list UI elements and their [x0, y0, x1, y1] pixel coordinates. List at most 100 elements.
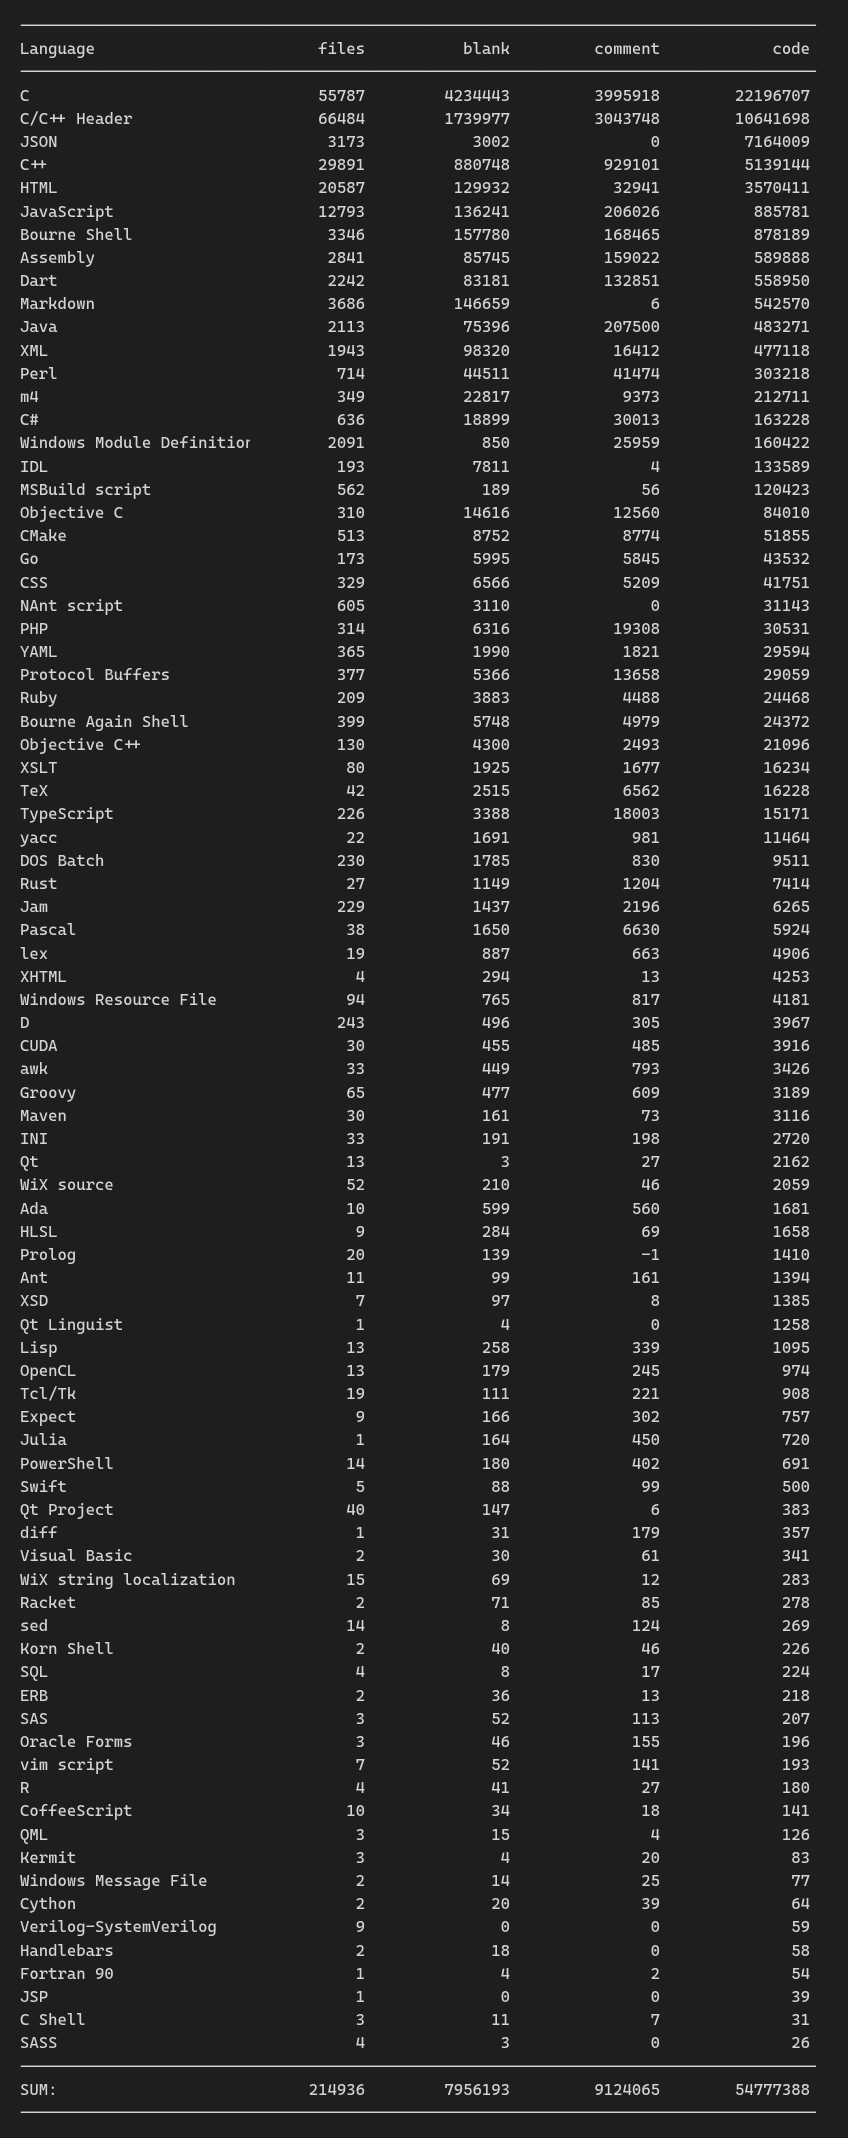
cell-comment: 73	[510, 1104, 660, 1127]
cell-blank: 75396	[365, 315, 510, 338]
cell-files: 29891	[250, 153, 365, 176]
table-row: Windows Resource File947658174181	[20, 988, 828, 1011]
cell-blank: 83181	[365, 269, 510, 292]
cell-code: 11464	[660, 826, 810, 849]
cell-blank: 8	[365, 1660, 510, 1683]
cell-blank: 1990	[365, 640, 510, 663]
cell-files: 30	[250, 1034, 365, 1057]
cell-language: INI	[20, 1127, 250, 1150]
sum-code: 54777388	[660, 2078, 810, 2101]
cell-language: lex	[20, 942, 250, 965]
cell-code: 4181	[660, 988, 810, 1011]
cell-files: 2841	[250, 246, 365, 269]
cell-blank: 31	[365, 1521, 510, 1544]
cell-code: 278	[660, 1591, 810, 1614]
cell-comment: 46	[510, 1173, 660, 1196]
cell-code: 1658	[660, 1220, 810, 1243]
cell-blank: 294	[365, 965, 510, 988]
cell-blank: 18899	[365, 408, 510, 431]
cell-code: 885781	[660, 200, 810, 223]
table-row: Groovy654776093189	[20, 1081, 828, 1104]
cell-blank: 880748	[365, 153, 510, 176]
divider-top: ----------------------------------------…	[20, 14, 828, 37]
cell-blank: 15	[365, 1823, 510, 1846]
table-row: QML3154126	[20, 1823, 828, 1846]
cell-language: Rust	[20, 872, 250, 895]
cell-files: 1	[250, 1521, 365, 1544]
cell-comment: 155	[510, 1730, 660, 1753]
cell-code: 2162	[660, 1150, 810, 1173]
table-row: Ada105995601681	[20, 1197, 828, 1220]
table-row: C/C++ Header664841739977304374810641698	[20, 107, 828, 130]
table-row: Ruby2093883448824468	[20, 686, 828, 709]
cell-code: 226	[660, 1637, 810, 1660]
cell-comment: 113	[510, 1707, 660, 1730]
cell-code: 908	[660, 1382, 810, 1405]
cell-blank: 161	[365, 1104, 510, 1127]
cell-files: 1943	[250, 339, 365, 362]
cell-comment: 663	[510, 942, 660, 965]
cell-code: 500	[660, 1475, 810, 1498]
cell-files: 3	[250, 1730, 365, 1753]
cell-files: 226	[250, 802, 365, 825]
cell-files: 2	[250, 1869, 365, 1892]
cell-language: CoffeeScript	[20, 1799, 250, 1822]
cell-files: 22	[250, 826, 365, 849]
cell-code: 757	[660, 1405, 810, 1428]
cell-comment: 8	[510, 1289, 660, 1312]
cell-blank: 8752	[365, 524, 510, 547]
cell-language: Racket	[20, 1591, 250, 1614]
cell-blank: 4	[365, 1846, 510, 1869]
cell-code: 31143	[660, 594, 810, 617]
cell-files: 229	[250, 895, 365, 918]
cell-files: 605	[250, 594, 365, 617]
cell-code: 39	[660, 1985, 810, 2008]
cell-blank: 1149	[365, 872, 510, 895]
header-row: Language files blank comment code	[20, 37, 828, 60]
table-row: ERB23613218	[20, 1684, 828, 1707]
cell-language: Korn Shell	[20, 1637, 250, 1660]
cell-code: 1410	[660, 1243, 810, 1266]
cell-files: 2091	[250, 431, 365, 454]
cell-code: 6265	[660, 895, 810, 918]
cell-comment: 13658	[510, 663, 660, 686]
cell-language: Bourne Shell	[20, 223, 250, 246]
cell-files: 1	[250, 1313, 365, 1336]
cell-blank: 3	[365, 1150, 510, 1173]
cell-language: C/C++ Header	[20, 107, 250, 130]
cell-files: 230	[250, 849, 365, 872]
cell-language: OpenCL	[20, 1359, 250, 1382]
cell-code: 303218	[660, 362, 810, 385]
cell-files: 13	[250, 1359, 365, 1382]
cell-files: 9	[250, 1220, 365, 1243]
cell-code: 84010	[660, 501, 810, 524]
cell-files: 3	[250, 2008, 365, 2031]
cell-code: 1258	[660, 1313, 810, 1336]
table-row: sed148124269	[20, 1614, 828, 1637]
cell-code: 218	[660, 1684, 810, 1707]
cell-comment: 99	[510, 1475, 660, 1498]
cell-blank: 3883	[365, 686, 510, 709]
cell-language: sed	[20, 1614, 250, 1637]
cell-blank: 4300	[365, 733, 510, 756]
cell-files: 2113	[250, 315, 365, 338]
cell-code: 224	[660, 1660, 810, 1683]
table-row: Cython2203964	[20, 1892, 828, 1915]
table-row: Kermit342083	[20, 1846, 828, 1869]
cell-comment: 18	[510, 1799, 660, 1822]
table-row: SQL4817224	[20, 1660, 828, 1683]
cell-language: QML	[20, 1823, 250, 1846]
cell-blank: 180	[365, 1452, 510, 1475]
cell-language: HLSL	[20, 1220, 250, 1243]
cell-language: CUDA	[20, 1034, 250, 1057]
cell-comment: 168465	[510, 223, 660, 246]
cloc-output-table: ----------------------------------------…	[20, 14, 828, 2124]
cell-code: 3916	[660, 1034, 810, 1057]
cell-code: 29594	[660, 640, 810, 663]
table-row: Objective C++1304300249321096	[20, 733, 828, 756]
cell-language: JavaScript	[20, 200, 250, 223]
cell-blank: 1437	[365, 895, 510, 918]
table-row: HLSL9284691658	[20, 1220, 828, 1243]
table-row: JavaScript12793136241206026885781	[20, 200, 828, 223]
divider-header: ----------------------------------------…	[20, 60, 828, 83]
